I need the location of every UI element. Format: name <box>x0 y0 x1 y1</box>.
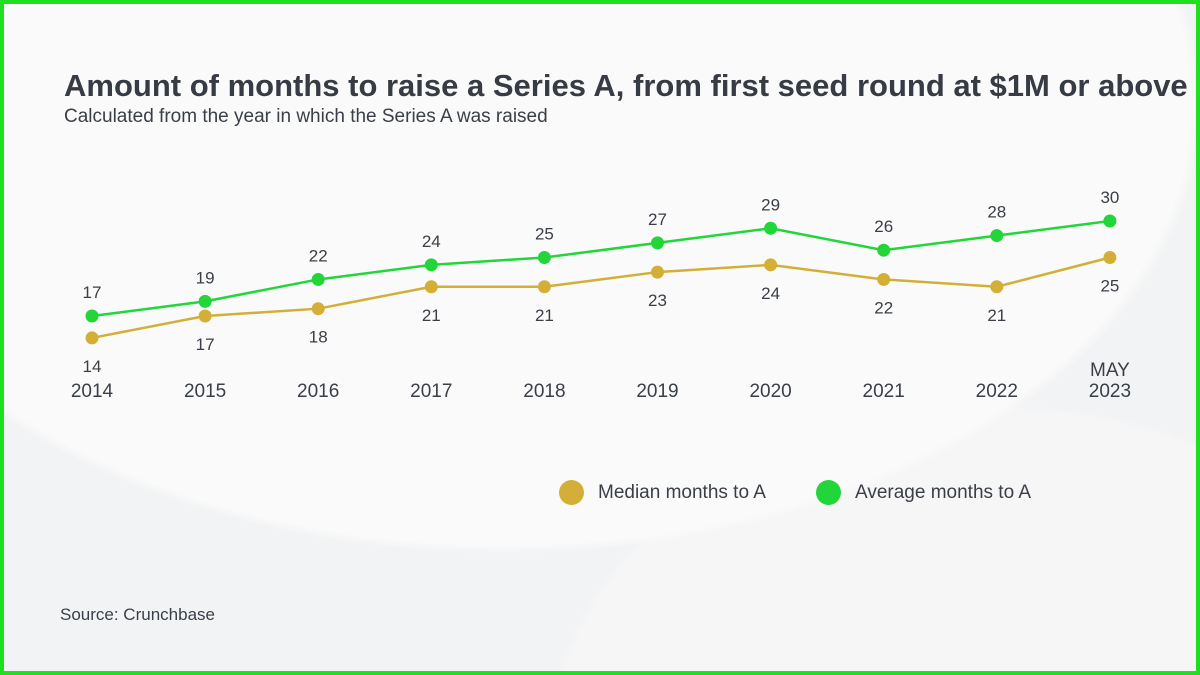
data-label: 17 <box>83 283 102 302</box>
data-point <box>877 243 891 257</box>
data-label: 21 <box>987 306 1006 325</box>
data-label: 21 <box>422 306 441 325</box>
x-tick-label: 2017 <box>410 381 452 402</box>
data-label: 23 <box>648 291 667 310</box>
data-label: 22 <box>309 246 328 265</box>
x-tick-label: MAY <box>1090 360 1130 381</box>
data-point <box>651 265 664 279</box>
data-label: 25 <box>1100 277 1119 296</box>
x-tick-label: 2019 <box>636 381 678 402</box>
data-label: 17 <box>196 335 215 354</box>
x-tick-label: 2020 <box>749 381 791 402</box>
source-note: Source: Crunchbase <box>60 605 215 624</box>
data-point <box>990 229 1004 243</box>
data-label: 24 <box>422 232 441 251</box>
data-label: 14 <box>83 357 102 376</box>
legend-item-average: Average months to A <box>816 480 1031 505</box>
data-point <box>990 280 1004 294</box>
data-point <box>85 309 99 323</box>
data-point <box>198 294 212 308</box>
x-tick-label: 2023 <box>1089 381 1131 402</box>
line-chart: 14 17 18 21 21 23 24 22 21 25 17 19 22 24 25 27 29 26 28 30… <box>71 188 1131 402</box>
legend-marker-average <box>816 480 841 505</box>
data-label: 22 <box>874 298 893 317</box>
data-label: 19 <box>196 268 215 287</box>
data-point <box>198 309 212 323</box>
chart-subtitle: Calculated from the year in which the Se… <box>64 106 548 127</box>
data-label: 30 <box>1100 188 1119 207</box>
data-point <box>764 221 778 235</box>
data-point <box>311 302 325 316</box>
data-point <box>85 331 99 345</box>
data-label: 24 <box>761 284 780 303</box>
data-point <box>764 258 778 272</box>
chart-title: Amount of months to raise a Series A, fr… <box>64 68 1188 103</box>
legend-item-median: Median months to A <box>559 480 766 505</box>
data-point <box>537 280 551 294</box>
x-tick-label: 2014 <box>71 381 114 402</box>
data-label: 29 <box>761 195 780 214</box>
data-label: 28 <box>987 203 1006 222</box>
data-point <box>651 236 664 250</box>
x-tick-label: 2016 <box>297 381 339 402</box>
x-tick-label: 2022 <box>976 381 1018 402</box>
data-point <box>877 272 891 286</box>
x-tick-label: 2015 <box>184 381 226 402</box>
data-label: 25 <box>535 225 554 244</box>
data-label: 18 <box>309 328 328 347</box>
data-label: 26 <box>874 217 893 236</box>
legend-marker-median <box>559 480 584 505</box>
data-point <box>537 251 551 265</box>
data-label: 21 <box>535 306 554 325</box>
data-point <box>424 280 438 294</box>
x-tick-label: 2018 <box>523 381 565 402</box>
legend-label: Median months to A <box>598 481 766 503</box>
data-label: 27 <box>648 210 667 229</box>
data-point <box>424 258 438 272</box>
data-point <box>1103 251 1117 265</box>
data-point <box>1103 214 1117 228</box>
series-line-average <box>91 219 1111 318</box>
series-line-median <box>91 256 1111 340</box>
legend-label: Average months to A <box>855 481 1032 503</box>
data-point <box>311 272 325 286</box>
x-tick-label: 2021 <box>863 381 905 402</box>
